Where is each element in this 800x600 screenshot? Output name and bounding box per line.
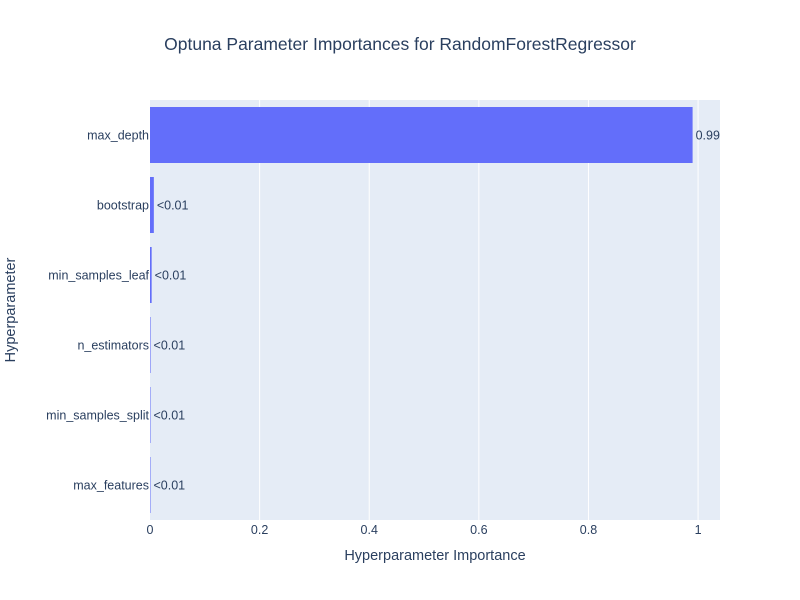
chart-title: Optuna Parameter Importances for RandomF… [164, 34, 636, 54]
y-tick-label-min-samples-split: min_samples_split [46, 409, 149, 423]
y-tick-label-min-samples-leaf: min_samples_leaf [48, 269, 149, 283]
y-tick-label-max-depth: max_depth [87, 129, 149, 143]
data-label-min-samples-leaf: <0.01 [155, 269, 187, 283]
bar-max-features[interactable] [150, 457, 151, 513]
y-tick-label-bootstrap: bootstrap [97, 199, 149, 213]
bar-min-samples-split[interactable] [150, 387, 151, 443]
y-tick-label-n-estimators: n_estimators [77, 339, 149, 353]
data-label-max-depth: 0.99 [696, 129, 720, 143]
plot-background [150, 100, 720, 520]
y-tick-label-max-features: max_features [73, 479, 149, 493]
data-labels: 0.99 <0.01 <0.01 <0.01 <0.01 <0.01 [154, 129, 720, 493]
x-tick-label: 0.6 [470, 523, 487, 537]
y-axis-title: Hyperparameter [3, 257, 19, 362]
bar-max-depth[interactable] [150, 107, 693, 163]
y-tick-labels: max_depth bootstrap min_samples_leaf n_esti… [46, 129, 149, 493]
x-tick-labels: 0 0.2 0.4 0.6 0.8 1 [147, 523, 702, 537]
bar-bootstrap[interactable] [150, 177, 154, 233]
bar-min-samples-leaf[interactable] [150, 247, 152, 303]
data-label-max-features: <0.01 [154, 479, 186, 493]
grid-lines [259, 100, 699, 520]
data-label-n-estimators: <0.01 [154, 339, 186, 353]
x-tick-label: 1 [695, 523, 702, 537]
x-axis-title: Hyperparameter Importance [344, 548, 525, 564]
x-tick-label: 0.8 [580, 523, 597, 537]
bar-n-estimators[interactable] [150, 317, 151, 373]
x-tick-label: 0.2 [251, 523, 268, 537]
x-tick-label: 0.4 [361, 523, 378, 537]
data-label-min-samples-split: <0.01 [154, 409, 186, 423]
data-label-bootstrap: <0.01 [157, 199, 189, 213]
bars [150, 107, 693, 513]
x-tick-label: 0 [147, 523, 154, 537]
